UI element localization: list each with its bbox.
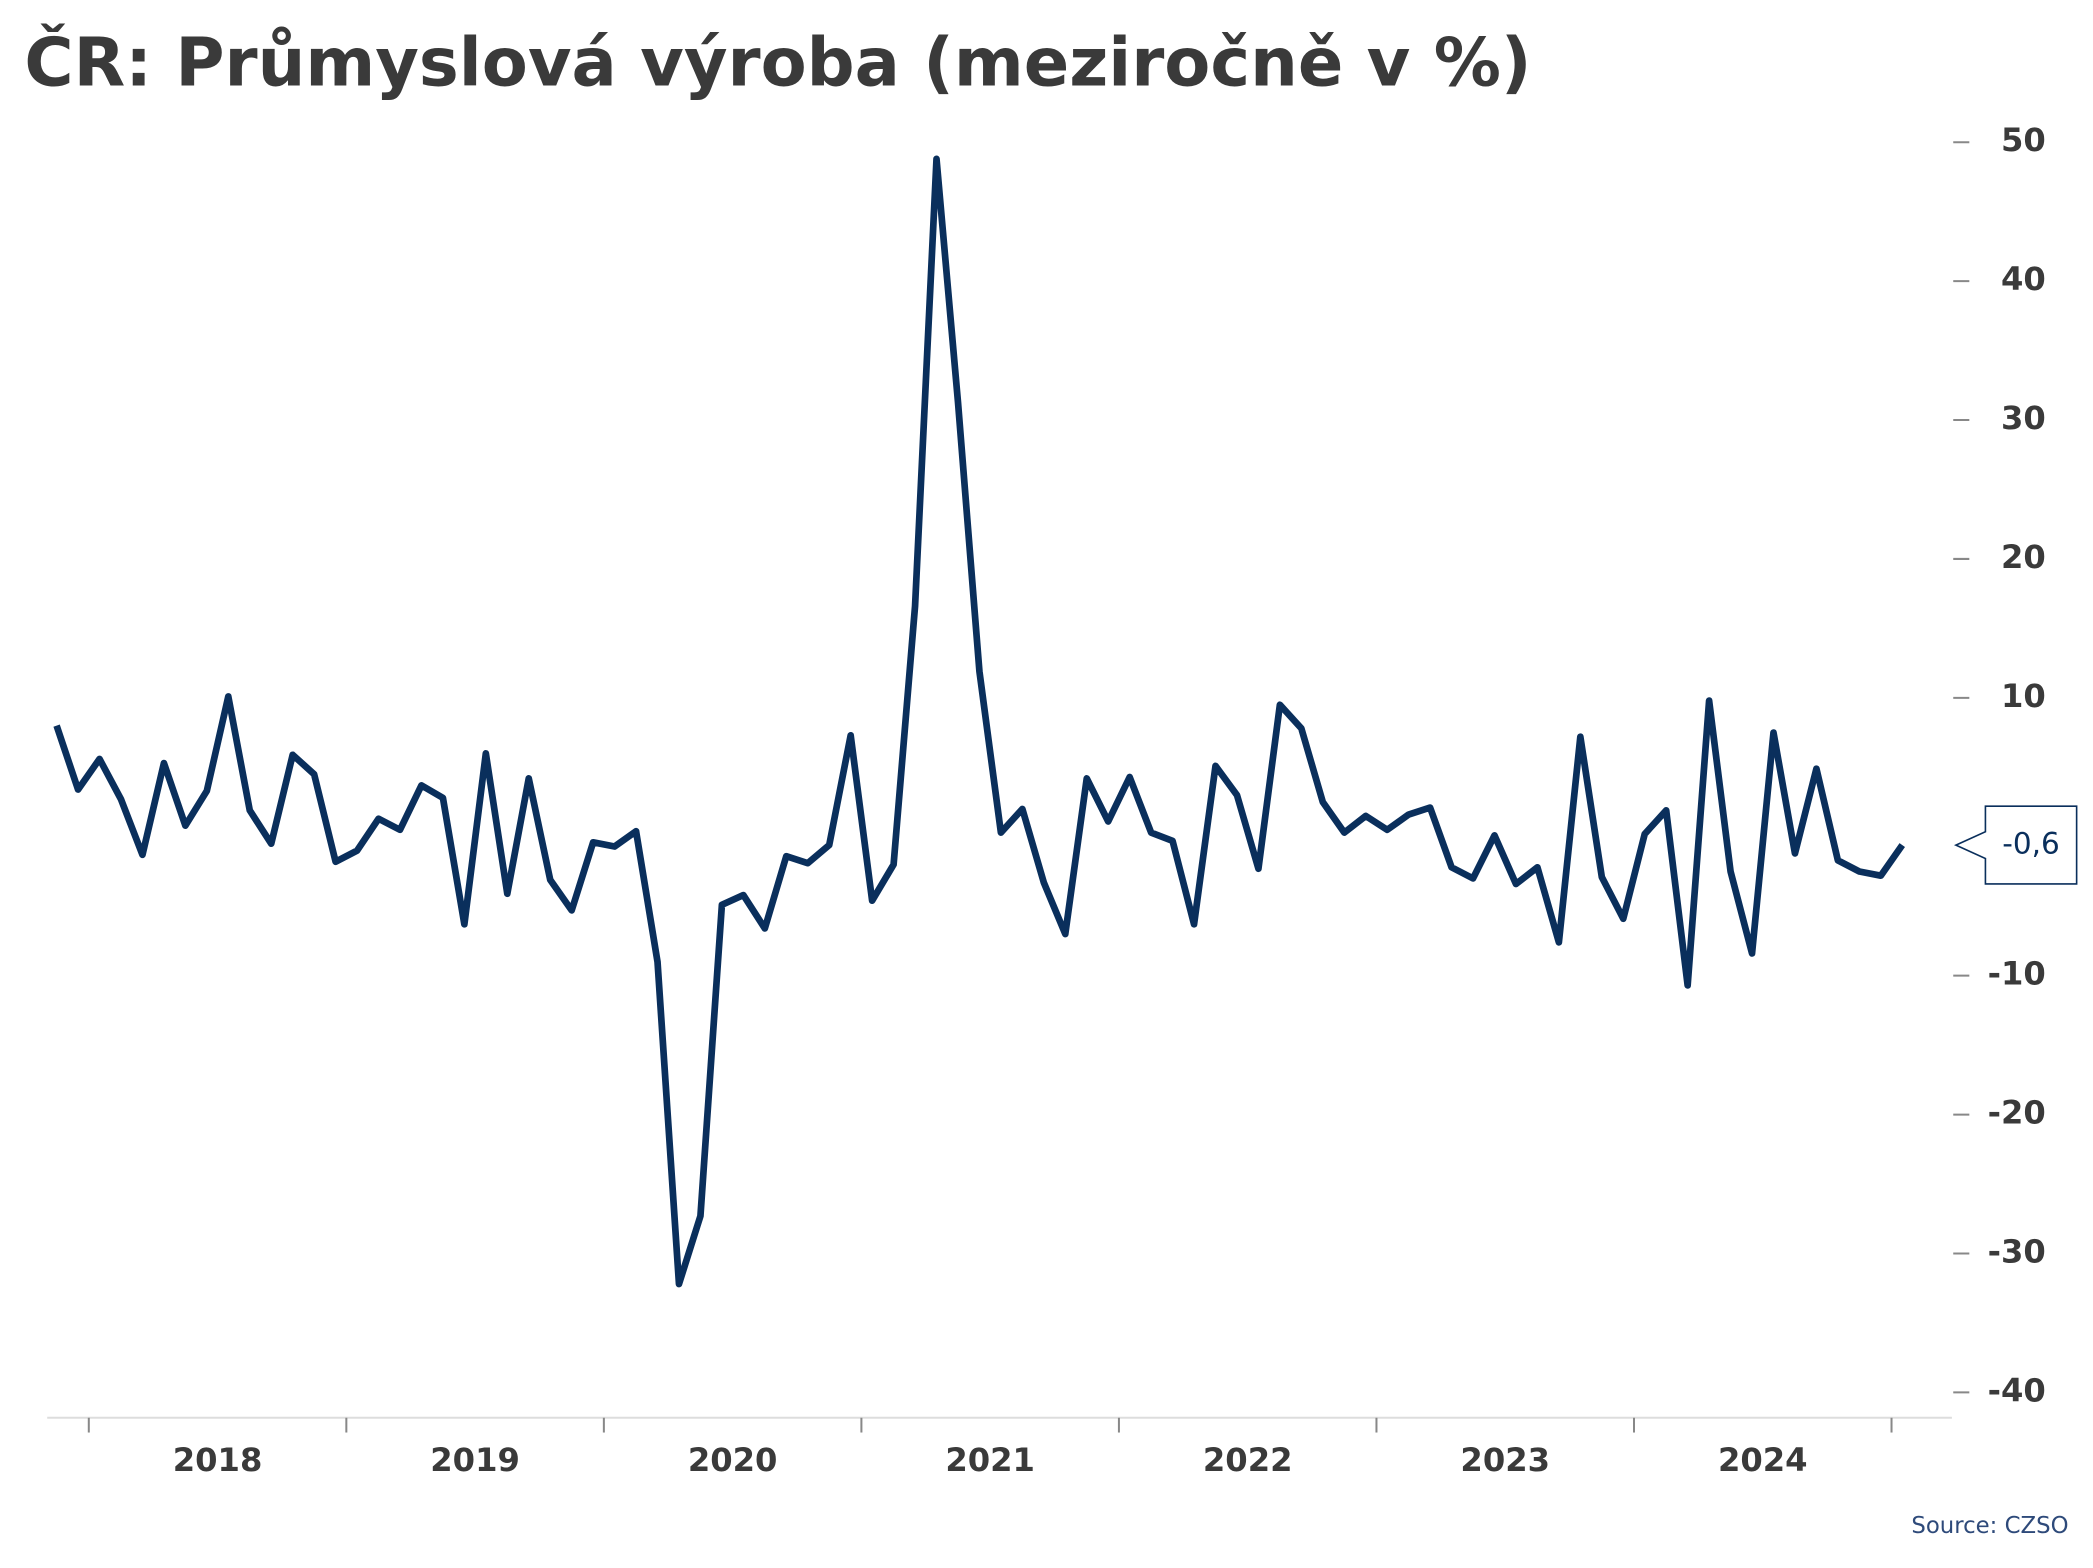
- x-tick-label: 2020: [688, 1441, 778, 1479]
- y-tick-label: 40: [2001, 260, 2046, 298]
- source: Source: CZSO: [1911, 1513, 2068, 1539]
- callout-box: [1953, 805, 2078, 885]
- x-tick-label: 2019: [430, 1441, 520, 1479]
- y-tick-label: 20: [2001, 538, 2046, 576]
- chart-title: ČR: Průmyslová výroba (meziročně v %): [24, 23, 1531, 102]
- value-label: -0,6: [2002, 827, 2060, 861]
- x-tick-label: 2021: [945, 1441, 1035, 1479]
- y-tick-label: -10: [1988, 955, 2046, 993]
- y-tick-label: -40: [1988, 1371, 2046, 1409]
- x-tick-label: 2022: [1203, 1441, 1293, 1479]
- x-tick-label: 2024: [1718, 1441, 1808, 1479]
- y-tick-label: 30: [2001, 399, 2046, 437]
- y-tick-label: -20: [1988, 1094, 2046, 1132]
- y-tick-label: -30: [1988, 1232, 2046, 1270]
- x-tick-label: 2023: [1460, 1441, 1550, 1479]
- x-tick-label: 2018: [173, 1441, 263, 1479]
- y-tick-label: 10: [2001, 677, 2046, 715]
- line: [53, 155, 1906, 1288]
- y-tick-label: 50: [2001, 121, 2046, 159]
